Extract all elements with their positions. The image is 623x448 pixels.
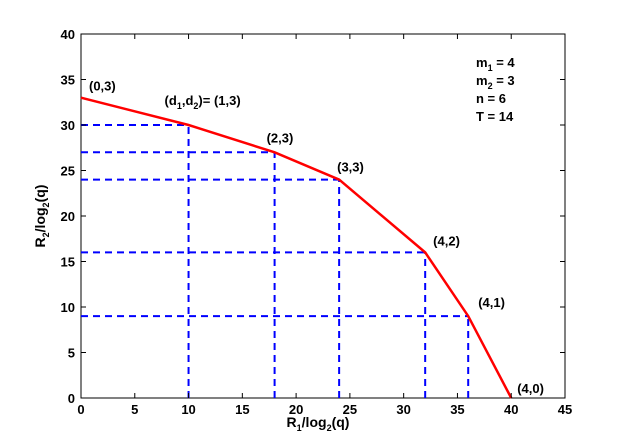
point-annotation: (4,1)	[478, 295, 505, 310]
y-tick-label: 0	[68, 391, 75, 406]
y-tick-label: 30	[61, 118, 75, 133]
x-tick-label: 10	[181, 402, 195, 417]
x-axis-ticks: 0 5 10 15 20 25 30 35 40 45	[77, 34, 572, 417]
x-tick-label: 20	[289, 402, 303, 417]
x-tick-label: 40	[504, 402, 518, 417]
x-axis-label: R1/log2(q)	[287, 414, 350, 433]
parameter-line: m1 = 4	[476, 55, 515, 73]
point-annotation: (2,3)	[267, 130, 294, 145]
y-tick-label: 15	[61, 255, 75, 270]
y-tick-label: 10	[61, 300, 75, 315]
x-tick-label: 15	[235, 402, 249, 417]
y-tick-label: 35	[61, 73, 75, 88]
y-tick-label: 25	[61, 164, 75, 179]
point-annotation: (4,0)	[517, 381, 544, 396]
y-tick-label: 5	[68, 346, 75, 361]
y-tick-label: 40	[61, 27, 75, 42]
y-tick-label: 20	[61, 209, 75, 224]
parameter-line: n = 6	[476, 91, 506, 106]
point-annotation: (0,3)	[89, 79, 116, 94]
point-annotation: (d1,d2)= (1,3)	[165, 93, 241, 111]
x-tick-label: 25	[343, 402, 357, 417]
boundary-curve	[80, 96, 513, 399]
parameter-line: m2 = 3	[476, 73, 515, 91]
x-tick-label: 5	[131, 402, 138, 417]
parameter-line: T = 14	[476, 109, 514, 124]
y-axis-ticks: 0 5 10 15 20 25 30 35 40	[61, 27, 565, 406]
x-tick-label: 30	[396, 402, 410, 417]
y-axis-label: R2/log2(q)	[32, 185, 51, 248]
x-tick-label: 35	[450, 402, 464, 417]
point-annotation: (3,3)	[337, 160, 364, 175]
point-annotations: (0,3) (d1,d2)= (1,3) (2,3) (3,3) (4,2) (4,1) (…	[89, 79, 544, 396]
x-tick-label: 45	[558, 402, 572, 417]
x-tick-label: 0	[77, 402, 84, 417]
point-annotation: (4,2)	[433, 233, 460, 248]
parameter-box: m1 = 4m2 = 3n = 6 T = 14	[476, 55, 515, 124]
dashed-guides	[81, 124, 470, 398]
